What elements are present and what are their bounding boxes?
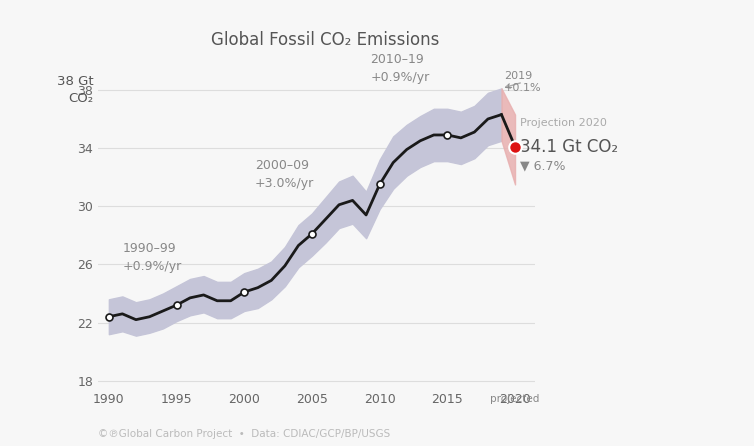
Text: projected: projected <box>490 394 540 404</box>
Text: 2010–19
+0.9%/yr: 2010–19 +0.9%/yr <box>370 53 430 83</box>
Text: 38 Gt
CO₂: 38 Gt CO₂ <box>57 75 93 105</box>
Text: 2019
+0.1%: 2019 +0.1% <box>504 71 542 93</box>
Text: ▼ 6.7%: ▼ 6.7% <box>520 159 566 172</box>
Text: Global Fossil CO₂ Emissions: Global Fossil CO₂ Emissions <box>211 31 440 49</box>
Text: Projection 2020: Projection 2020 <box>520 118 607 128</box>
Text: 34.1 Gt CO₂: 34.1 Gt CO₂ <box>520 138 618 156</box>
Text: 2000–09
+3.0%/yr: 2000–09 +3.0%/yr <box>255 159 314 190</box>
Text: ©℗Global Carbon Project  •  Data: CDIAC/GCP/BP/USGS: ©℗Global Carbon Project • Data: CDIAC/GC… <box>98 429 391 439</box>
Text: 1990–99
+0.9%/yr: 1990–99 +0.9%/yr <box>122 242 182 273</box>
